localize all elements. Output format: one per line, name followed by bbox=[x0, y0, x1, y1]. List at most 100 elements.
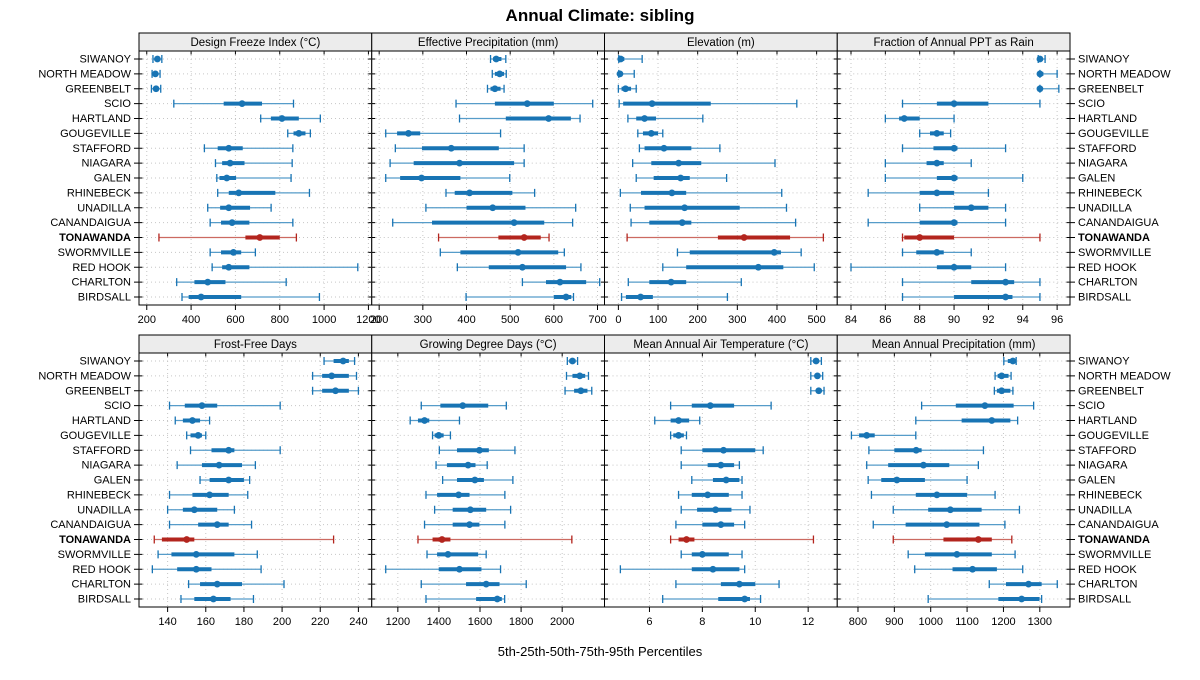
median-dot bbox=[482, 580, 490, 588]
median-dot bbox=[981, 402, 989, 410]
x-tick-label: 400 bbox=[182, 314, 200, 326]
x-tick-label: 8 bbox=[699, 616, 705, 628]
median-dot bbox=[447, 144, 455, 152]
site-label-left: CHARLTON bbox=[72, 579, 132, 591]
median-dot bbox=[456, 159, 463, 167]
panel-strip-title: Design Freeze Index (°C) bbox=[190, 37, 320, 49]
median-dot bbox=[717, 461, 725, 469]
x-tick-label: 800 bbox=[849, 616, 867, 628]
panel-strip-title: Growing Degree Days (°C) bbox=[420, 339, 557, 351]
x-tick-label: 1100 bbox=[955, 616, 979, 628]
site-label-right: CANANDAIGUA bbox=[1078, 217, 1159, 229]
panel-strip-title: Effective Precipitation (mm) bbox=[418, 37, 559, 49]
median-dot bbox=[226, 159, 234, 167]
median-dot bbox=[814, 372, 821, 380]
x-tick-label: 200 bbox=[688, 314, 706, 326]
x-tick-label: 800 bbox=[271, 314, 289, 326]
site-label-right: SCIO bbox=[1078, 98, 1105, 110]
site-label-right: UNADILLA bbox=[1078, 202, 1132, 214]
panel-strip-title: Elevation (m) bbox=[687, 37, 755, 49]
site-label-left: GOUGEVILLE bbox=[60, 430, 131, 442]
site-label-right: SCIO bbox=[1078, 400, 1105, 412]
site-label-left: NIAGARA bbox=[81, 158, 131, 170]
median-dot bbox=[704, 491, 712, 499]
site-label-left: STAFFORD bbox=[73, 445, 132, 457]
median-dot bbox=[228, 219, 236, 227]
x-tick-label: 1200 bbox=[991, 616, 1015, 628]
site-label-left: SCIO bbox=[104, 98, 131, 110]
median-dot bbox=[933, 248, 941, 256]
median-dot bbox=[510, 219, 518, 227]
median-dot bbox=[519, 263, 526, 271]
x-tick-label: 600 bbox=[226, 314, 244, 326]
median-dot bbox=[152, 85, 160, 93]
site-label-left: UNADILLA bbox=[77, 504, 131, 516]
median-dot bbox=[339, 357, 347, 365]
median-dot bbox=[920, 461, 927, 469]
median-dot bbox=[435, 431, 443, 439]
median-dot bbox=[225, 204, 233, 212]
site-label-right: GREENBELT bbox=[1078, 385, 1144, 397]
x-tick-label: 500 bbox=[807, 314, 825, 326]
site-label-right: RED HOOK bbox=[1078, 262, 1137, 274]
median-dot bbox=[969, 565, 976, 573]
site-label-left: SWORMVILLE bbox=[58, 247, 131, 259]
x-tick-label: 400 bbox=[457, 314, 475, 326]
x-tick-label: 1800 bbox=[509, 616, 533, 628]
site-label-left: HARTLAND bbox=[72, 113, 131, 125]
median-dot bbox=[466, 189, 473, 197]
site-label-left: GALEN bbox=[94, 173, 131, 185]
median-dot bbox=[660, 144, 668, 152]
median-dot bbox=[677, 174, 685, 182]
median-dot bbox=[812, 357, 820, 365]
x-tick-label: 160 bbox=[197, 616, 215, 628]
median-dot bbox=[556, 278, 564, 286]
x-tick-label: 94 bbox=[1017, 314, 1029, 326]
median-dot bbox=[225, 446, 233, 454]
median-dot bbox=[988, 417, 996, 424]
median-dot bbox=[491, 85, 499, 93]
site-label-left: NORTH MEADOW bbox=[38, 370, 131, 382]
median-dot bbox=[405, 129, 412, 137]
chart-title: Annual Climate: sibling bbox=[506, 6, 695, 25]
site-label-right: NIAGARA bbox=[1078, 158, 1128, 170]
median-dot bbox=[1036, 85, 1044, 93]
median-dot bbox=[514, 248, 522, 256]
x-tick-label: 180 bbox=[235, 616, 253, 628]
x-tick-label: 240 bbox=[349, 616, 367, 628]
x-tick-label: 96 bbox=[1051, 314, 1063, 326]
median-dot bbox=[770, 248, 778, 256]
median-dot bbox=[418, 174, 425, 182]
x-tick-label: 6 bbox=[646, 616, 652, 628]
site-label-left: SIWANOY bbox=[79, 54, 131, 66]
site-label-left: GALEN bbox=[94, 475, 131, 487]
x-tick-label: 200 bbox=[138, 314, 156, 326]
site-label-left: TONAWANDA bbox=[59, 534, 131, 546]
median-dot bbox=[953, 550, 961, 558]
site-label-right: RED HOOK bbox=[1078, 564, 1137, 576]
site-label-left: NORTH MEADOW bbox=[38, 68, 131, 80]
median-dot bbox=[215, 461, 223, 469]
median-dot bbox=[183, 536, 191, 543]
median-dot bbox=[475, 446, 483, 454]
x-tick-label: 1000 bbox=[918, 616, 942, 628]
site-label-right: RHINEBECK bbox=[1078, 187, 1143, 199]
median-dot bbox=[278, 115, 286, 122]
median-dot bbox=[213, 580, 221, 588]
median-dot bbox=[223, 174, 231, 182]
median-dot bbox=[456, 565, 463, 573]
median-dot bbox=[189, 417, 196, 424]
median-dot bbox=[204, 278, 212, 286]
x-axis-caption: 5th-25th-50th-75th-95th Percentiles bbox=[498, 644, 703, 659]
median-dot bbox=[444, 550, 452, 558]
median-dot bbox=[943, 521, 951, 529]
site-label-right: GALEN bbox=[1078, 475, 1115, 487]
median-dot bbox=[421, 417, 428, 424]
site-label-right: BIRDSALL bbox=[1078, 292, 1131, 304]
x-tick-label: 1000 bbox=[312, 314, 336, 326]
site-label-left: CANANDAIGUA bbox=[50, 217, 131, 229]
median-dot bbox=[190, 506, 198, 514]
median-dot bbox=[735, 580, 743, 588]
x-tick-label: 600 bbox=[545, 314, 563, 326]
x-tick-label: 88 bbox=[914, 314, 926, 326]
